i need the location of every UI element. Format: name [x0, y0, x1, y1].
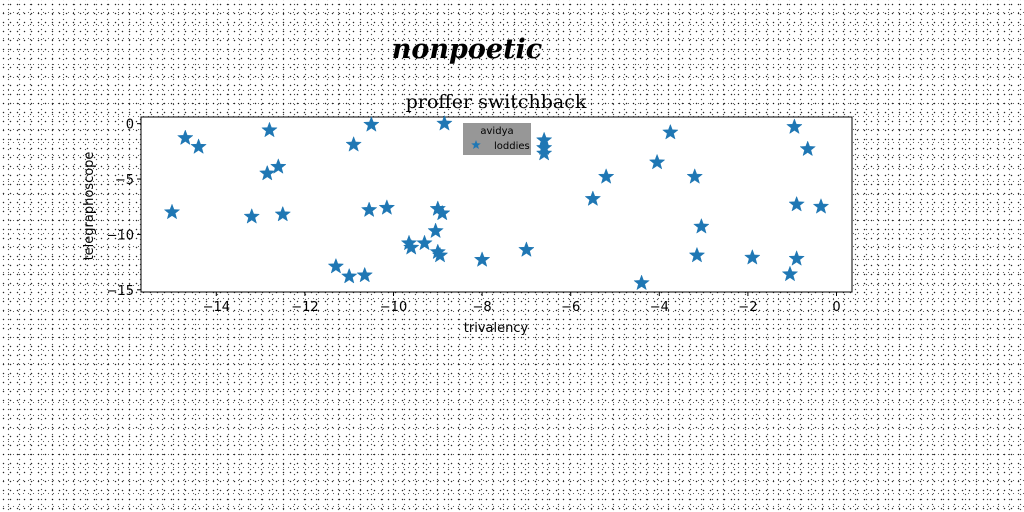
y-tick-label: −5 [115, 173, 134, 188]
scatter-series [163, 114, 830, 291]
legend-entry-label: loddies [494, 141, 530, 152]
data-point [788, 195, 805, 212]
data-point [633, 274, 650, 291]
data-point [744, 248, 761, 265]
data-point [356, 266, 373, 283]
x-axis: −14 −12 −10 −8 −6 −4 −2 0 [203, 292, 841, 315]
data-point [327, 257, 345, 274]
y-axis: 0 −5 −10 −15 [107, 118, 141, 299]
data-point [431, 246, 449, 263]
data-point [781, 265, 799, 282]
data-point [402, 238, 420, 255]
y-tick-label: −10 [107, 228, 134, 243]
data-point [345, 135, 362, 152]
x-tick-label: −6 [561, 300, 580, 315]
legend-marker [471, 140, 481, 150]
data-point [473, 251, 491, 267]
data-point [693, 217, 710, 234]
data-point [427, 222, 444, 239]
y-axis-label: telegraphoscope [82, 152, 97, 261]
data-point [662, 123, 679, 140]
data-point [686, 168, 704, 184]
figure-suptitle: nonpoetic [392, 34, 543, 65]
legend: avidya loddies [463, 123, 531, 155]
data-point [688, 246, 706, 263]
y-tick-label: 0 [126, 118, 134, 133]
data-point [584, 190, 602, 207]
x-tick-label: −12 [291, 300, 318, 315]
legend-title: avidya [480, 126, 513, 137]
legend-box [463, 123, 531, 155]
x-tick-label: −14 [203, 300, 230, 315]
x-tick-label: −8 [473, 300, 492, 315]
data-point [177, 129, 194, 146]
data-point [416, 234, 433, 251]
data-point [360, 201, 378, 218]
data-point [274, 205, 292, 222]
x-tick-label: −10 [380, 300, 407, 315]
data-point [436, 114, 453, 131]
data-point [261, 121, 278, 138]
data-point [258, 164, 276, 181]
data-point [340, 267, 358, 284]
x-axis-label: trivalency [464, 321, 529, 336]
data-point [270, 158, 287, 174]
x-tick-label: 0 [832, 300, 840, 315]
data-point [812, 198, 830, 214]
x-tick-label: −4 [650, 300, 669, 315]
x-tick-label: −2 [738, 300, 757, 315]
data-point [378, 199, 396, 215]
data-point [163, 203, 181, 220]
data-point [597, 168, 615, 184]
legend-star-icon [471, 140, 481, 150]
data-point [788, 250, 805, 266]
data-point [648, 153, 666, 170]
y-tick-label: −15 [107, 284, 134, 299]
data-point [433, 204, 451, 221]
data-point [190, 138, 207, 154]
axes-title: proffer switchback [406, 91, 587, 113]
data-point [518, 241, 535, 257]
data-point [363, 116, 380, 132]
data-point [535, 144, 553, 161]
data-point [786, 118, 803, 135]
data-point [243, 207, 261, 224]
data-point [799, 140, 816, 157]
